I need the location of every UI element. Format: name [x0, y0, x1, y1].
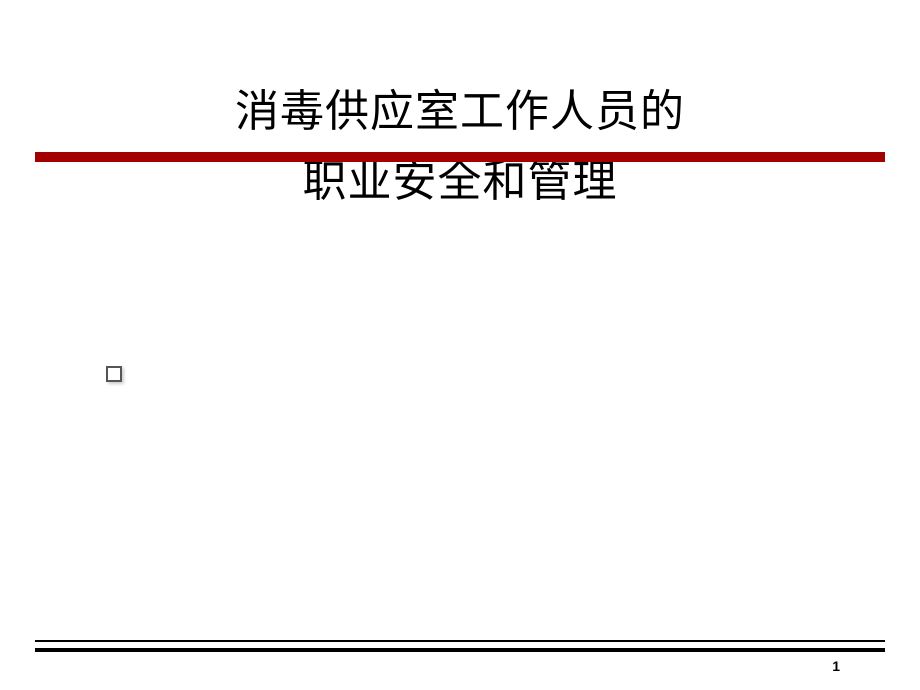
title-line-1: 消毒供应室工作人员的 — [0, 75, 920, 139]
footer-divider-thick — [35, 648, 885, 652]
page-number: 1 — [832, 658, 840, 674]
slide-container: 消毒供应室工作人员的 职业安全和管理 1 — [0, 0, 920, 690]
title-divider — [35, 152, 885, 162]
square-bullet-icon — [106, 366, 122, 382]
footer-divider-thin — [35, 640, 885, 642]
title-area: 消毒供应室工作人员的 职业安全和管理 — [0, 75, 920, 209]
